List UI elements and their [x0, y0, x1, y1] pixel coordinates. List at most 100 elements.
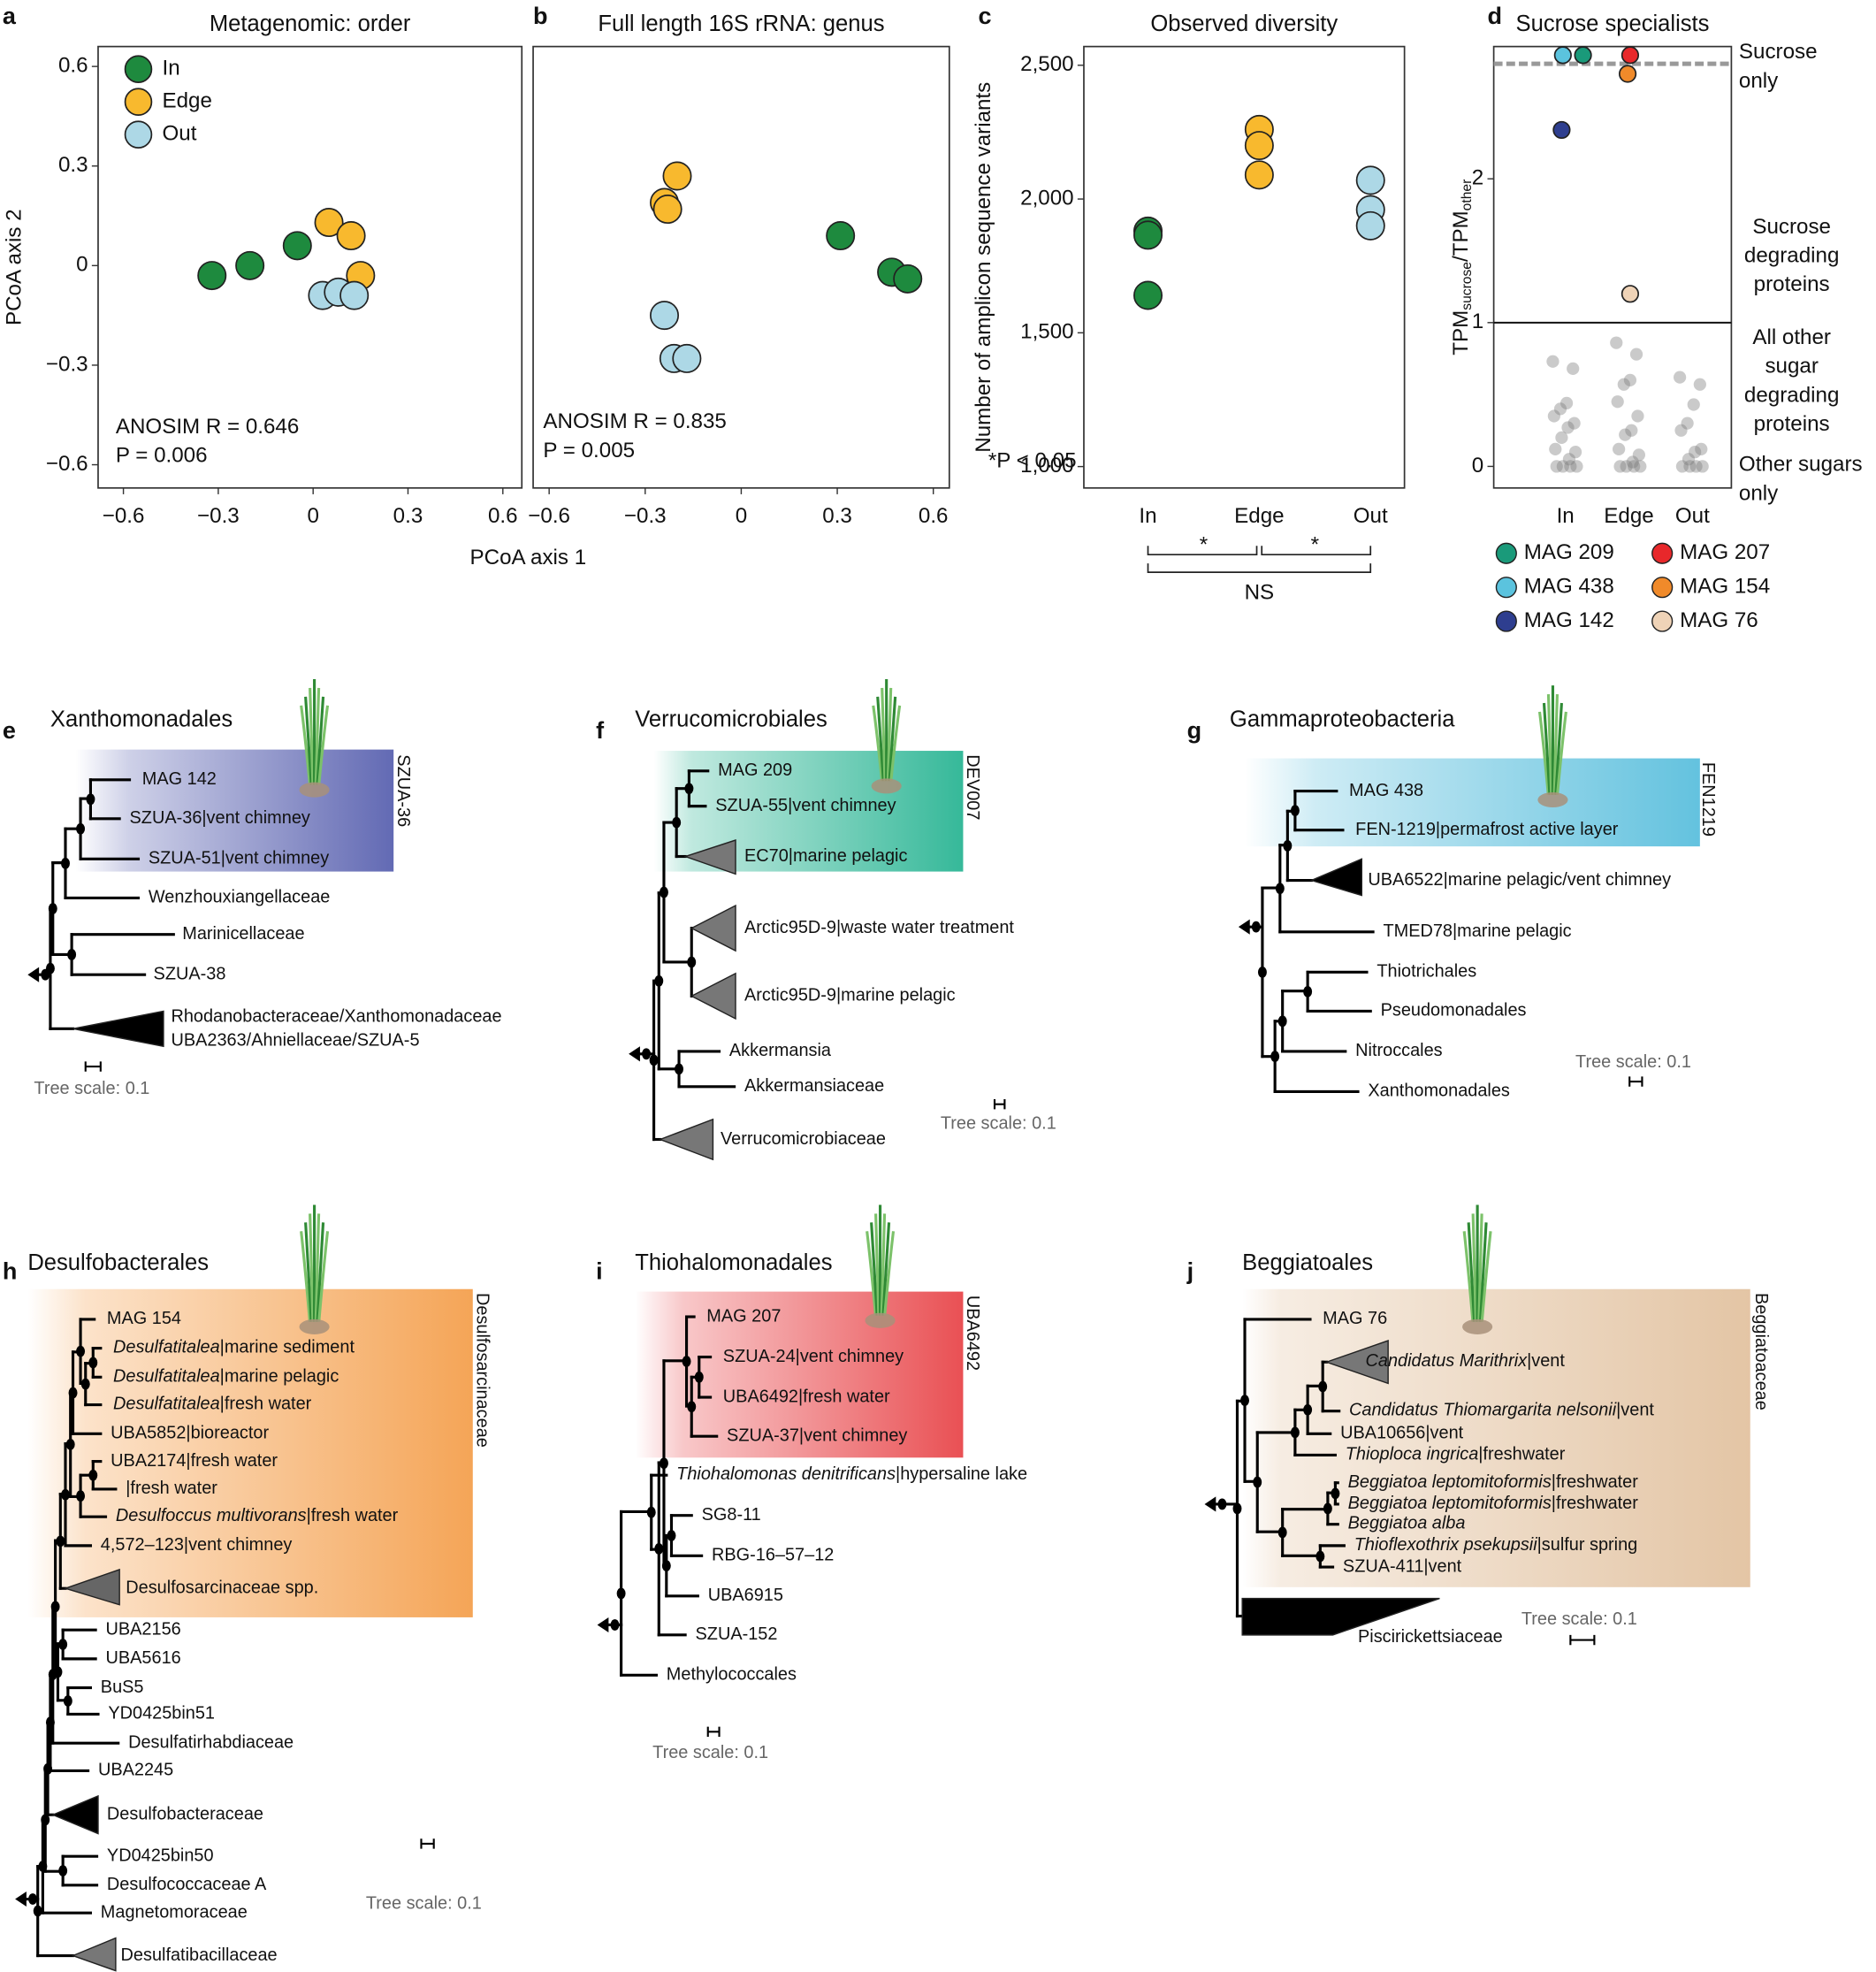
plant-root: [299, 782, 330, 798]
leaf-label: TMED78|marine pelagic: [1383, 921, 1571, 941]
y-tick-label: 0.6: [58, 54, 88, 78]
panel-letter: e: [3, 717, 16, 744]
background-point: [1675, 460, 1689, 473]
scatter-point: [336, 221, 366, 251]
y-axis-label-part: /TPM: [1449, 210, 1473, 262]
leaf-label: BuS5: [101, 1678, 144, 1697]
background-point: [1629, 348, 1643, 361]
legend-swatch: [1495, 577, 1517, 599]
collapsed-clade: [658, 1118, 714, 1161]
leaf-label: Arctic95D-9|marine pelagic: [744, 986, 956, 1005]
leaf-label-italic: Candidatus Thiomargarita nelsonii: [1349, 1401, 1617, 1420]
leaf-label: Thioflexothrix psekupsii|sulfur spring: [1354, 1535, 1638, 1555]
strip-point: [1355, 210, 1385, 241]
scatter-point: [662, 161, 692, 191]
leaf-label: MAG 438: [1349, 781, 1423, 800]
node-dot: [672, 816, 682, 829]
region-label: degrading: [1744, 383, 1839, 407]
legend-swatch: [1495, 610, 1517, 632]
node-dot: [61, 857, 70, 869]
node-dot: [58, 1865, 68, 1876]
leaf-label: UBA6522|marine pelagic/vent chimney: [1368, 870, 1671, 890]
x-tick-label: In: [1557, 504, 1575, 528]
tree-title: Thiohalomonadales: [635, 1250, 832, 1275]
plot-frame: [1492, 45, 1733, 489]
legend-label: MAG 142: [1524, 608, 1614, 632]
collapsed-clade: [72, 1010, 164, 1048]
leaf-label: SZUA-411|vent: [1343, 1556, 1462, 1576]
strip-point: [1552, 120, 1571, 140]
leaf-label: SZUA-152: [696, 1624, 778, 1644]
leaf-label: Candidatus Marithrix|vent: [1366, 1352, 1566, 1372]
annotation: P = 0.005: [543, 439, 635, 462]
background-point: [1550, 460, 1563, 473]
leaf-label: Desulfococcaceae A: [107, 1875, 267, 1894]
node-dot: [1303, 1403, 1313, 1416]
legend-swatch: [1651, 610, 1674, 632]
strip-point: [1244, 160, 1274, 190]
region-label: only: [1739, 69, 1779, 93]
significance-bracket: [1147, 546, 1258, 556]
leaf-label: Desulfatitalea|marine sediment: [113, 1338, 355, 1357]
collapsed-clade: [71, 1937, 117, 1972]
plant-leaf: [1477, 1213, 1483, 1322]
chart-title: Sucrose specialists: [1516, 11, 1710, 36]
background-point: [1613, 460, 1627, 473]
leaf-label-rest: |fresh water: [307, 1506, 399, 1525]
plant-icon: [865, 1204, 896, 1328]
scale-label: Tree scale: 0.1: [34, 1079, 149, 1098]
leaf-label-rest: |hypersaline lake: [896, 1464, 1027, 1484]
clade-label: Desulfosarcinaceae: [472, 1293, 492, 1448]
background-point: [1682, 453, 1696, 466]
node-dot: [610, 1619, 620, 1631]
plant-leaf: [1556, 711, 1567, 795]
background-point: [1696, 460, 1709, 473]
node-dot: [1323, 1502, 1332, 1515]
legend-label: MAG 154: [1680, 575, 1770, 599]
strip-point: [1621, 285, 1640, 303]
node-dot: [687, 956, 697, 968]
node-dot: [56, 1535, 65, 1548]
legend-swatch: [124, 55, 153, 84]
y-tick-label: 2,000: [1020, 186, 1073, 210]
collapsed-clade: [1324, 1340, 1389, 1385]
scale-label: Tree scale: 0.1: [1575, 1052, 1691, 1072]
collapsed-clade: [1309, 858, 1362, 897]
collapsed-clade: [683, 839, 736, 875]
node-dot: [659, 1457, 668, 1470]
significance-label: NS: [1245, 581, 1275, 605]
leaf-label: Desulfatitalea|fresh water: [113, 1395, 312, 1414]
leaf-label: Wenzhouxiangellaceae: [149, 888, 330, 907]
leaf-label: UBA5616: [106, 1648, 181, 1668]
annotation: ANOSIM R = 0.646: [116, 415, 299, 439]
x-tick-label: −0.6: [103, 504, 145, 528]
scatter-point: [652, 195, 683, 225]
x-tick-label: 0: [736, 504, 747, 528]
plant-leaf: [870, 1222, 879, 1316]
leaf-label: MAG 207: [706, 1306, 781, 1326]
leaf-label-italic: Desulfatitalea: [113, 1338, 220, 1357]
node-dot: [654, 1543, 664, 1555]
background-point: [1556, 460, 1569, 473]
plant-leaf: [304, 696, 313, 785]
leaf-label: SZUA-38: [154, 964, 226, 983]
background-point: [1695, 442, 1708, 456]
y-axis-label: Number of amplicon sequence variants: [972, 82, 995, 453]
node-dot: [649, 1054, 659, 1066]
plant-leaf: [316, 696, 325, 785]
node-dot: [1277, 1015, 1287, 1028]
leaf-label: Desulfobacteraceae: [107, 1804, 263, 1823]
scatter-point: [314, 208, 344, 238]
leaf-label: YD0425bin51: [108, 1704, 215, 1724]
leaf-label-italic: Thioflexothrix psekupsii: [1354, 1535, 1537, 1555]
leaf-label: Thiotrichales: [1376, 962, 1476, 982]
scale-bar: [420, 1838, 435, 1849]
region-label: Sucrose: [1739, 40, 1818, 64]
plant-leaf: [1546, 694, 1553, 795]
x-tick-label: 0.6: [919, 504, 949, 528]
node-dot: [1331, 1487, 1340, 1500]
background-point: [1567, 362, 1580, 375]
legend-swatch: [1651, 577, 1674, 599]
node-dot: [667, 1530, 676, 1541]
